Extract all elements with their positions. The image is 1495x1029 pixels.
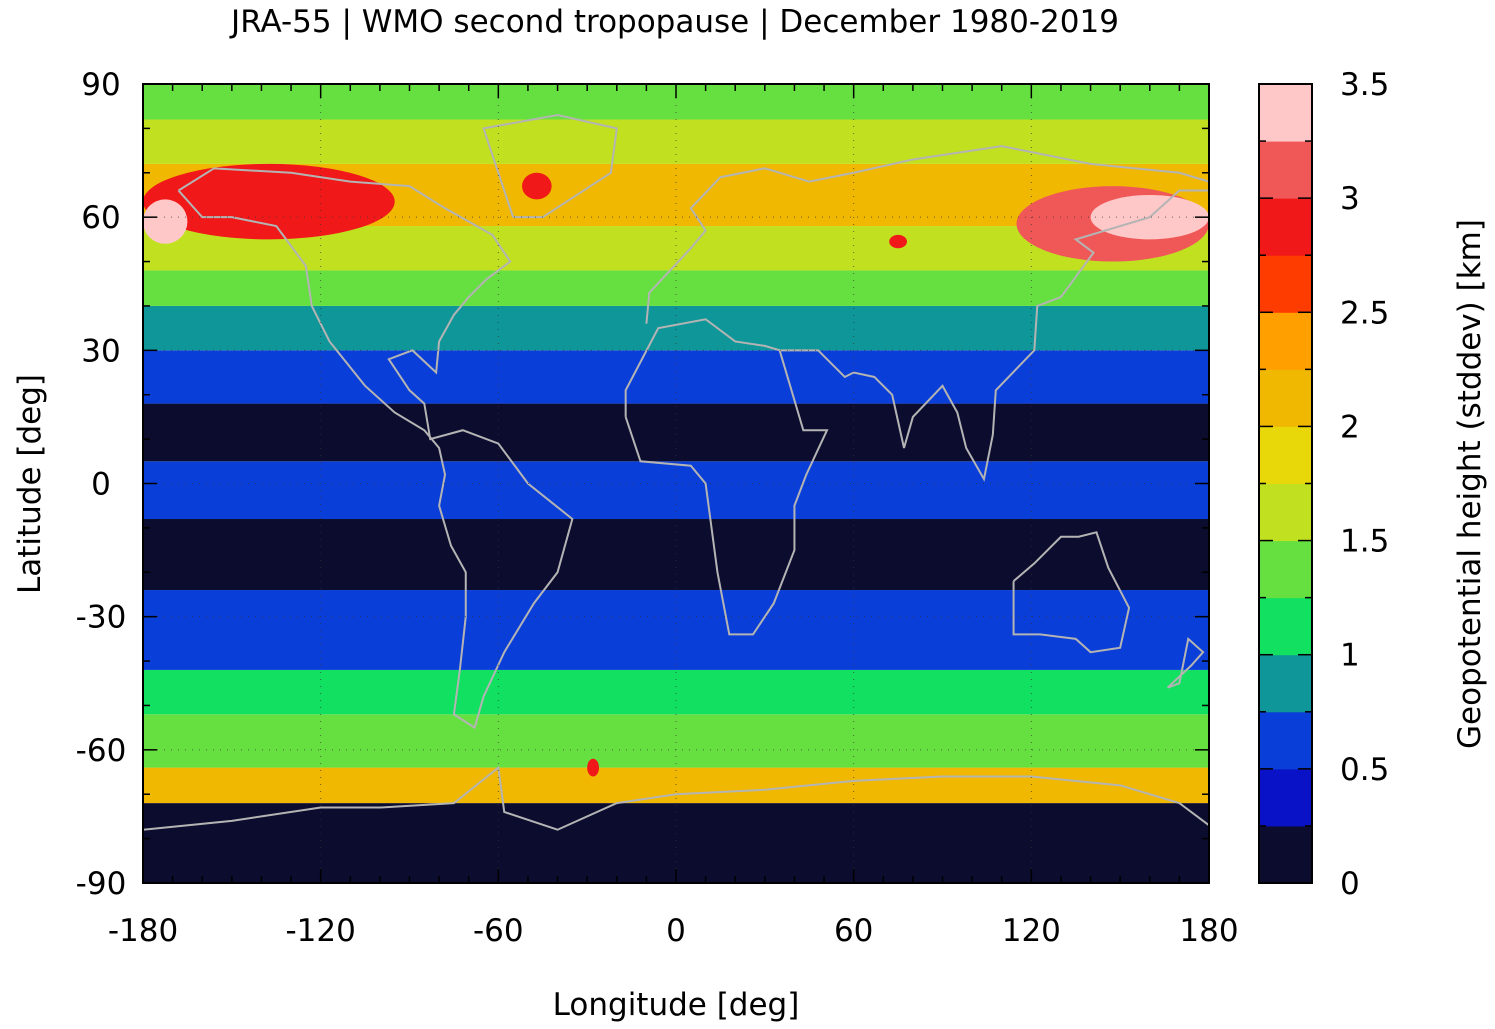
coastline-3 xyxy=(624,318,829,636)
colorbar-tick-label: 1.5 xyxy=(1340,524,1389,560)
x-axis-ticks: -180 -120 -60 0 60 120 180 xyxy=(108,84,1239,949)
y-tick-label: 0 xyxy=(91,467,111,503)
y-tick-label: -30 xyxy=(76,600,127,636)
heatmap-hotspot-0 xyxy=(143,163,395,240)
colorbar-tick-label: 0 xyxy=(1340,866,1360,902)
colorbar-swatch-7 xyxy=(1259,426,1312,484)
heatmap-band-10 xyxy=(143,270,1209,306)
colorbar-tick-label: 0.5 xyxy=(1340,752,1389,788)
x-tick-label: -120 xyxy=(285,913,355,949)
heatmap-hotspots xyxy=(143,163,1209,777)
y-axis-ticks: 90 60 30 0 -30 -60 -90 xyxy=(76,67,1209,902)
x-tick-label: 0 xyxy=(666,913,686,949)
colorbar-swatch-1 xyxy=(1259,768,1312,827)
colorbar-tick-label: 2 xyxy=(1340,409,1360,445)
x-tick-label: 120 xyxy=(1002,913,1061,949)
colorbar-tick-label: 3.5 xyxy=(1340,67,1389,103)
x-tick-label: 180 xyxy=(1179,913,1238,949)
colorbar-swatch-12 xyxy=(1259,141,1312,199)
colorbar-label: Geopotential height (stddev) [km] xyxy=(1452,219,1488,749)
coastline-4 xyxy=(779,189,1209,482)
heatmap-hotspot-5 xyxy=(889,234,907,249)
heatmap-band-7 xyxy=(143,403,1209,462)
coastline-7 xyxy=(143,765,1209,831)
coastline-6 xyxy=(1166,636,1205,689)
colorbar-swatch-4 xyxy=(1259,597,1312,656)
heatmap-band-1 xyxy=(143,767,1209,804)
y-axis-label: Latitude [deg] xyxy=(12,374,48,594)
colorbar-swatch-8 xyxy=(1259,369,1312,427)
colorbar-tick-label: 3 xyxy=(1340,181,1360,217)
heatmap-hotspot-6 xyxy=(587,758,600,777)
grid-lines xyxy=(143,84,1209,883)
coastline-2 xyxy=(645,145,1209,324)
y-tick-label: 60 xyxy=(81,200,120,236)
coastline-5 xyxy=(1012,531,1131,654)
chart-title: JRA-55 | WMO second tropopause | Decembe… xyxy=(229,4,1119,40)
coastline-0 xyxy=(177,167,574,730)
colorbar-swatch-11 xyxy=(1259,198,1312,256)
y-tick-label: 30 xyxy=(81,333,120,369)
colorbar-swatch-6 xyxy=(1259,483,1312,542)
map-plot-area xyxy=(143,84,1209,883)
colorbar-swatch-9 xyxy=(1259,312,1312,370)
x-axis-label: Longitude [deg] xyxy=(553,987,800,1023)
y-tick-label: -60 xyxy=(76,733,127,769)
x-tick-label: -60 xyxy=(473,913,524,949)
heatmap-band-8 xyxy=(143,350,1209,404)
colorbar-tick-label: 2.5 xyxy=(1340,295,1389,331)
y-tick-label: -90 xyxy=(76,866,127,902)
colorbar-swatch-13 xyxy=(1259,84,1312,142)
x-tick-label: -180 xyxy=(108,913,178,949)
heatmap-band-3 xyxy=(143,669,1209,715)
coastline-overlay xyxy=(143,114,1209,831)
colorbar-ticks: 0 0.5 1 1.5 2 2.5 3 3.5 xyxy=(1259,67,1389,902)
heatmap-band-9 xyxy=(143,305,1209,351)
colorbar-swatch-3 xyxy=(1259,654,1312,713)
heatmap-band-2 xyxy=(143,714,1209,768)
colorbar-swatch-2 xyxy=(1259,711,1312,770)
x-tick-label: 60 xyxy=(834,913,873,949)
colorbar-tick-label: 1 xyxy=(1340,638,1360,674)
heatmap-band-4 xyxy=(143,590,1209,670)
colorbar-swatch-10 xyxy=(1259,255,1312,313)
colorbar-swatch-5 xyxy=(1259,540,1312,599)
colorbar xyxy=(1259,84,1312,884)
heatmap-hotspot-2 xyxy=(522,172,552,200)
colorbar-swatch-0 xyxy=(1259,825,1312,884)
heatmap-hotspot-1 xyxy=(143,199,188,244)
heatmap-band-5 xyxy=(143,519,1209,591)
y-tick-label: 90 xyxy=(81,67,120,103)
